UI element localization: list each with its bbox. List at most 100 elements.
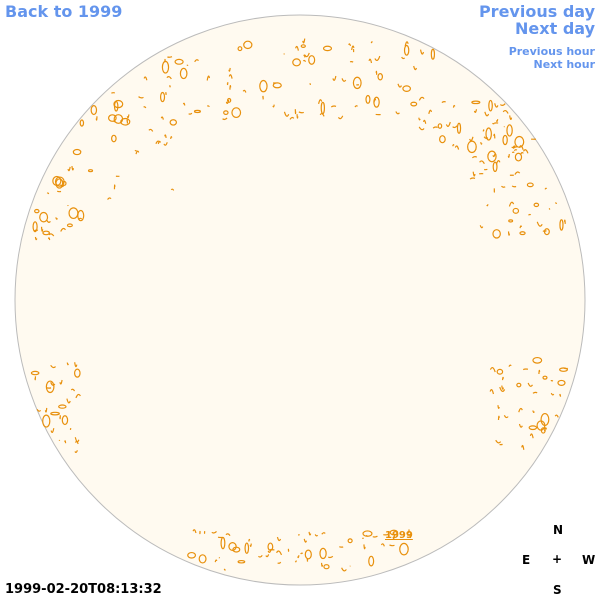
contour-mark bbox=[50, 364, 56, 369]
contour-mark bbox=[522, 368, 529, 371]
contour-mark bbox=[330, 105, 337, 108]
contour-mark bbox=[418, 96, 425, 101]
contour-mark bbox=[292, 58, 301, 67]
contour-mark bbox=[68, 207, 79, 220]
contour-mark bbox=[242, 89, 247, 93]
contour-mark bbox=[508, 201, 515, 207]
solar-disk bbox=[14, 14, 586, 586]
contour-mark bbox=[559, 393, 562, 397]
contour-mark bbox=[339, 546, 344, 548]
contour-mark bbox=[445, 121, 451, 127]
contour-mark bbox=[508, 364, 512, 367]
contour-mark bbox=[332, 75, 337, 81]
contour-mark bbox=[380, 543, 385, 547]
contour-mark bbox=[163, 142, 168, 146]
contour-mark bbox=[514, 135, 525, 148]
contour-mark bbox=[418, 117, 421, 121]
contour-mark bbox=[550, 392, 555, 396]
contour-mark bbox=[514, 152, 523, 162]
contour-mark bbox=[143, 76, 148, 81]
contour-mark bbox=[469, 177, 476, 180]
contour-mark bbox=[351, 45, 355, 51]
contour-mark bbox=[518, 407, 523, 413]
contour-mark bbox=[532, 391, 538, 394]
contour-mark bbox=[486, 204, 489, 207]
contour-mark bbox=[522, 149, 529, 154]
contour-mark bbox=[71, 166, 75, 171]
contour-mark bbox=[276, 550, 283, 556]
contour-mark bbox=[169, 85, 171, 88]
contour-mark bbox=[302, 38, 306, 44]
contour-mark bbox=[407, 534, 412, 539]
contour-mark bbox=[169, 119, 178, 126]
contour-mark bbox=[499, 386, 506, 392]
contour-mark bbox=[164, 134, 167, 139]
contour-mark bbox=[452, 125, 458, 129]
contour-mark bbox=[39, 211, 49, 223]
contour-mark bbox=[225, 99, 230, 105]
contour-mark bbox=[64, 440, 67, 444]
contour-mark bbox=[303, 538, 308, 543]
contour-mark bbox=[373, 96, 380, 108]
compass-north: N bbox=[553, 523, 564, 537]
contour-mark bbox=[304, 52, 310, 58]
contour-mark bbox=[134, 149, 138, 152]
contour-mark bbox=[40, 226, 44, 232]
contour-mark bbox=[58, 404, 67, 409]
previous-day-link[interactable]: Previous day bbox=[478, 2, 595, 21]
contour-mark bbox=[473, 109, 478, 113]
year-label-link[interactable]: 1999 bbox=[385, 530, 413, 541]
contour-mark bbox=[441, 100, 446, 104]
contour-mark bbox=[497, 405, 500, 409]
next-day-link[interactable]: Next day bbox=[515, 19, 595, 38]
contour-mark bbox=[543, 228, 550, 236]
contour-mark bbox=[192, 529, 197, 534]
contour-mark bbox=[277, 561, 282, 564]
contour-mark bbox=[160, 116, 164, 120]
contour-mark bbox=[170, 136, 173, 140]
contour-mark bbox=[526, 182, 534, 188]
contour-mark bbox=[555, 202, 558, 204]
contour-mark bbox=[258, 554, 263, 558]
contour-mark bbox=[495, 160, 501, 165]
contour-mark bbox=[363, 544, 366, 550]
contour-mark bbox=[487, 150, 497, 163]
contour-mark bbox=[50, 382, 56, 386]
contour-mark bbox=[248, 538, 251, 542]
contour-mark bbox=[303, 54, 306, 58]
contour-mark bbox=[527, 382, 534, 387]
contour-mark bbox=[456, 122, 462, 134]
contour-mark bbox=[554, 414, 559, 418]
contour-mark bbox=[482, 129, 485, 132]
contour-mark bbox=[283, 111, 290, 117]
next-hour-link[interactable]: Next hour bbox=[533, 58, 596, 71]
contour-mark bbox=[297, 555, 300, 559]
contour-mark bbox=[471, 156, 478, 159]
contour-mark bbox=[370, 41, 373, 44]
contour-mark bbox=[395, 111, 400, 115]
back-to-year-link[interactable]: Back to 1999 bbox=[5, 2, 123, 21]
contour-mark bbox=[59, 379, 63, 385]
contour-mark bbox=[67, 166, 71, 172]
contour-mark bbox=[472, 171, 476, 177]
contour-mark bbox=[485, 127, 492, 141]
observation-timestamp: 1999-02-20T08:13:32 bbox=[5, 582, 162, 597]
contour-mark bbox=[516, 382, 522, 388]
contour-mark bbox=[174, 58, 184, 65]
contour-mark bbox=[399, 542, 409, 556]
contour-mark bbox=[166, 75, 172, 80]
contour-mark bbox=[249, 543, 252, 547]
contour-mark bbox=[70, 388, 76, 392]
contour-mark bbox=[503, 415, 509, 419]
previous-hour-link[interactable]: Previous hour bbox=[508, 45, 595, 58]
contour-mark bbox=[56, 190, 62, 193]
contour-mark bbox=[512, 207, 520, 214]
contour-mark bbox=[439, 135, 446, 144]
contour-mark bbox=[507, 154, 510, 158]
contour-mark bbox=[492, 122, 495, 125]
contour-mark bbox=[167, 56, 173, 58]
contour-mark bbox=[495, 439, 502, 444]
contour-mark bbox=[419, 49, 425, 55]
contour-mark bbox=[159, 91, 166, 103]
contour-mark bbox=[479, 225, 484, 229]
